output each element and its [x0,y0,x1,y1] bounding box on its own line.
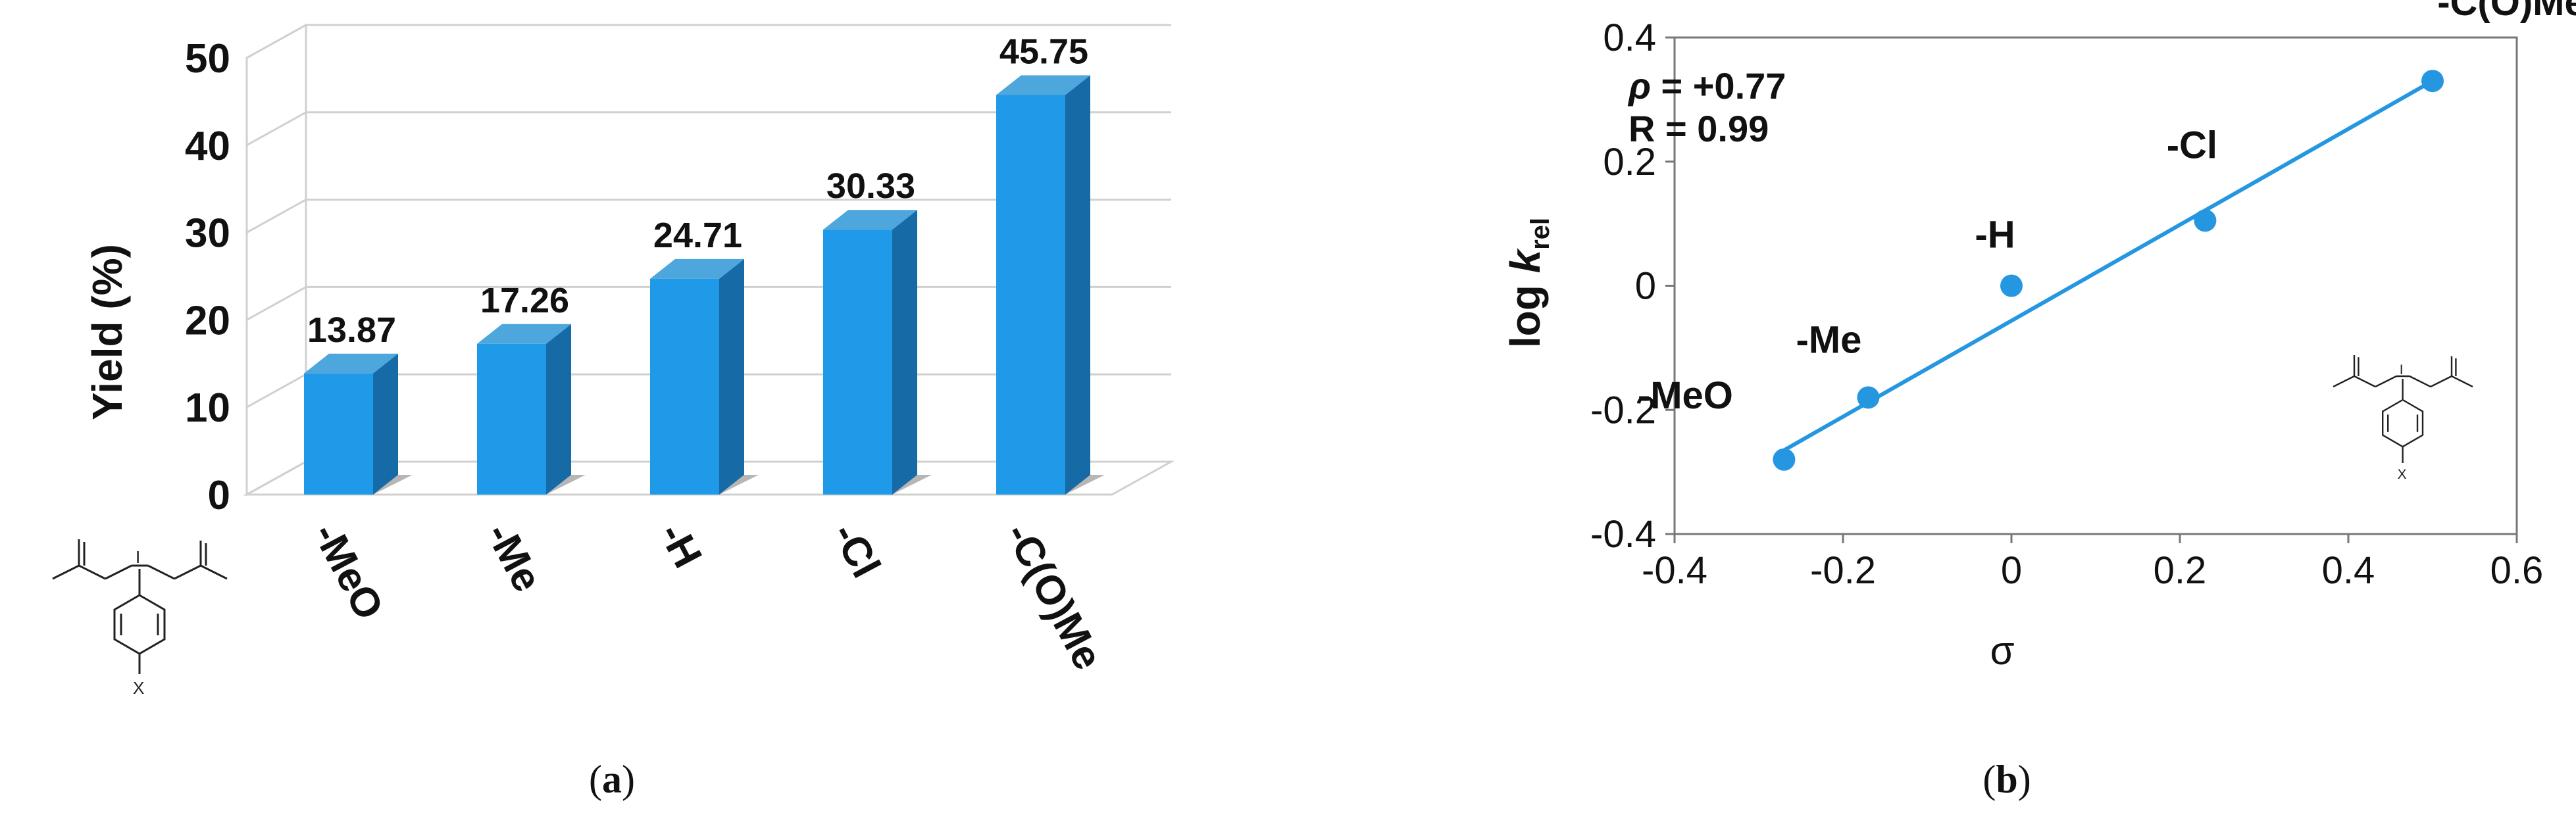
scatter-point [2194,209,2217,232]
rho-annotation: ρ = +0.77 [1627,65,1786,107]
substituent-x-label-a: X [133,678,144,698]
y-tick-label: -0.4 [1590,513,1656,556]
bar-chart-y-axis-label: Yield (%) [84,244,131,420]
y-tick-label: 30 [185,211,230,256]
y-tick-label: 0 [1635,265,1656,308]
scatter-plot-area [1673,36,2518,535]
value-label: 30.33 [826,166,915,206]
bar-front [996,95,1065,495]
value-label: 17.26 [480,281,569,320]
scatter-x-axis-label: σ [1990,629,2014,673]
category-label: -Cl [823,516,889,585]
bar-side [1065,75,1090,495]
y-tick-label: 40 [185,124,230,169]
bar-side [719,258,744,495]
scatter-point [1773,448,1796,471]
bar-chart-value-labels: 13.87 17.26 24.71 30.33 45.75 [307,32,1088,349]
bar-side [892,210,917,495]
svg-text:I: I [2400,362,2404,377]
y-tick-label: 50 [185,36,230,82]
bar-top [996,75,1090,95]
bar [477,324,586,495]
y-tick-label: -0.2 [1590,389,1656,431]
bar-top [650,258,744,279]
y-tick-label: 20 [185,298,230,343]
hypervalent-iodine-structure-b: I X [2333,355,2473,482]
bar-chart-y-tick-labels: 0 10 20 30 40 50 [185,36,230,518]
bar-side [546,324,571,495]
hypervalent-iodine-structure-a: I X [52,539,228,698]
y-tick-label: 0.2 [1603,141,1656,183]
gridline-side [246,460,307,496]
category-label: -MeO [304,516,392,627]
category-label: -Me [477,516,550,599]
y-tick-label: 0.4 [1603,16,1656,59]
gridline-side [246,286,307,321]
point-label: -Cl [2167,124,2217,166]
scatter-points [1773,70,2444,471]
y-tick-label: 0 [208,473,230,518]
scatter-x-tick-labels: -0.4 -0.2 0 0.2 0.4 0.6 [1642,534,2543,592]
bar-top [823,210,917,230]
substituent-x-label-b: X [2398,467,2407,482]
side-wall [245,23,307,497]
value-label: 13.87 [307,310,396,350]
value-label: 24.71 [653,216,742,255]
bar [823,210,932,495]
point-label: -H [1975,214,2015,256]
panel-label-b: (b) [1983,758,2031,801]
scatter-point-labels: -MeO -Me -H -Cl -C(O)Me [1638,0,2576,417]
bar [650,258,759,495]
category-label: -H [650,516,711,575]
point-label: -C(O)Me [2437,0,2576,24]
bar-chart-bars [304,75,1105,495]
bar-side [373,353,398,495]
gridline-side [246,24,307,59]
bar-front [823,230,892,495]
gridline-side [246,111,307,147]
bar [996,75,1105,495]
scatter-point [2421,70,2444,93]
bar-chart-category-labels: -MeO -Me -H -Cl -C(O)Me [304,516,1111,677]
y-tick-label: 10 [185,385,230,431]
x-tick-label: 0.4 [2322,549,2375,592]
bar-chart-panel: 0 10 20 30 40 50 -MeO -Me -H -Cl -C(O)Me 13.87 17.… [52,23,1175,801]
bar-top [477,324,571,344]
bar [304,353,413,495]
point-label: -MeO [1638,374,1733,417]
value-label: 45.75 [999,32,1088,71]
scatter-chart-panel: -0.4 -0.2 0 0.2 0.4 0.6 -0.4-0.200.20.4 -MeO-… [1502,0,2576,801]
bar-front [477,343,546,495]
scatter-y-tick-labels: -0.4 -0.2 0 0.2 0.4 [1590,16,1675,556]
scatter-point [1857,386,1880,409]
scatter-point [2000,274,2023,297]
svg-text:I: I [136,547,140,567]
bar-front [650,278,719,495]
category-label: -C(O)Me [996,516,1111,677]
x-tick-label: 0.2 [2154,549,2207,592]
x-tick-label: 0 [2001,549,2022,592]
panel-label-a: (a) [589,758,635,801]
x-tick-label: 0.6 [2490,549,2544,592]
gridline-side [246,373,307,408]
x-tick-label: -0.2 [1810,549,1876,592]
bar-front [304,373,373,495]
r-annotation: R = 0.99 [1629,108,1769,149]
scatter-y-axis-label: log krel [1502,218,1555,348]
linear-fit-line [1782,79,2434,452]
bar-top [304,353,398,374]
x-tick-label: -0.4 [1642,549,1707,592]
gridline-side [246,199,307,233]
point-label: -Me [1796,318,1861,361]
